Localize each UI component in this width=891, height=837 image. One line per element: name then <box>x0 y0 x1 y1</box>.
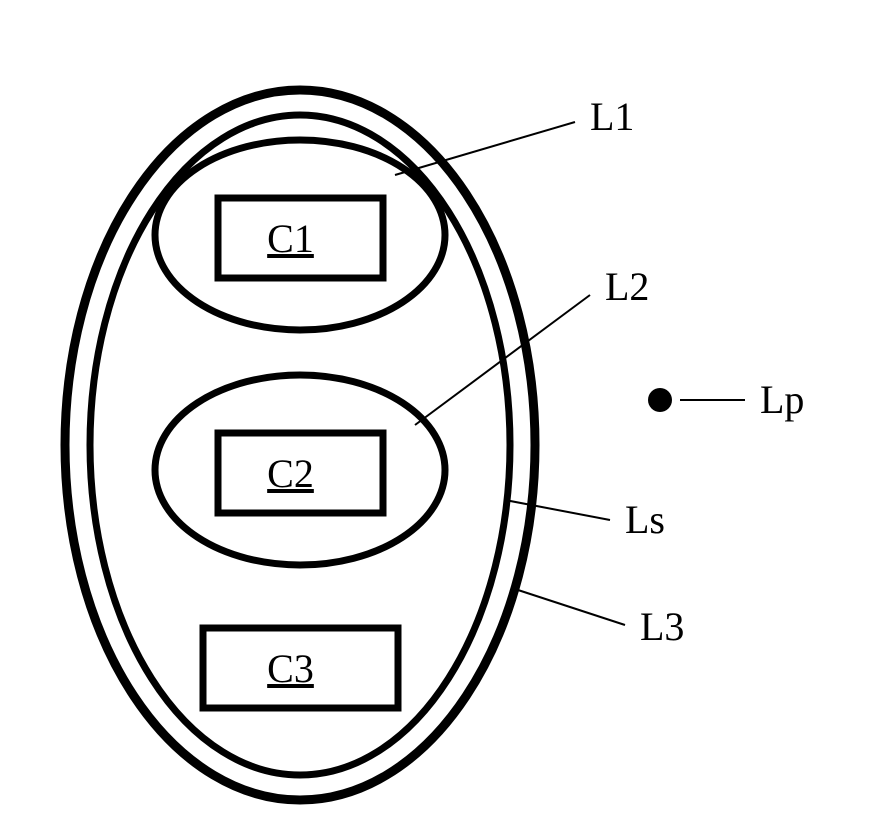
leader-l3 <box>518 590 625 625</box>
label-lp: Lp <box>760 377 804 422</box>
leader-ls <box>505 500 610 520</box>
diagram-canvas: C1 C2 C3 L1 L2 Lp Ls L3 <box>0 0 891 837</box>
label-ls: Ls <box>625 497 665 542</box>
point-lp <box>648 388 672 412</box>
label-l1: L1 <box>590 94 634 139</box>
box-c1-label: C1 <box>267 216 314 261</box>
label-l3: L3 <box>640 604 684 649</box>
leader-l1 <box>395 122 575 175</box>
label-l2: L2 <box>605 264 649 309</box>
box-c3-label: C3 <box>267 646 314 691</box>
leader-l2 <box>415 295 590 425</box>
box-c2-label: C2 <box>267 451 314 496</box>
